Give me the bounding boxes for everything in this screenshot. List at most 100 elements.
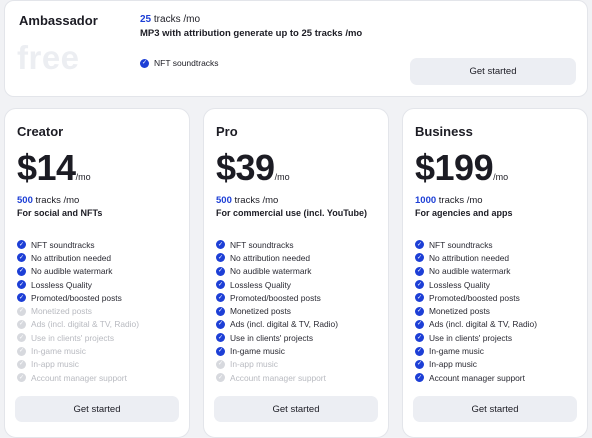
- plan-feature-item: ✓ Ads (incl. digital & TV, Radio): [415, 318, 537, 331]
- plan-tracks-quota: 1000 tracks /mo: [415, 195, 483, 206]
- check-circle-icon: ✓: [216, 293, 225, 303]
- plan-feature-label: Account manager support: [31, 372, 127, 383]
- check-circle-icon: ✓: [17, 253, 26, 263]
- business-plan-card: Business $199/mo 1000 tracks /mo For age…: [402, 108, 588, 438]
- check-circle-icon: ✓: [216, 306, 225, 316]
- plan-tracks-quota: 500 tracks /mo: [17, 195, 79, 206]
- ambassador-plan-description: MP3 with attribution generate up to 25 t…: [140, 28, 363, 39]
- plan-feature-label: Ads (incl. digital & TV, Radio): [230, 319, 338, 330]
- plan-tracks-quota: 500 tracks /mo: [216, 195, 278, 206]
- check-circle-icon: ✓: [415, 306, 424, 316]
- plan-feature-item: ✓ No audible watermark: [17, 265, 139, 278]
- plan-feature-item: ✓ Use in clients' projects: [216, 331, 338, 344]
- plan-feature-label: Account manager support: [429, 372, 525, 383]
- ambassador-get-started-button[interactable]: Get started: [410, 58, 576, 85]
- plan-feature-label: No audible watermark: [429, 266, 511, 277]
- plan-subtitle: For social and NFTs: [17, 208, 103, 218]
- ambassador-plan-title: Ambassador: [19, 13, 98, 28]
- plan-price: $14/mo: [17, 147, 91, 189]
- plan-tracks-count: 500: [216, 195, 232, 206]
- plan-feature-item: ✓ Monetized posts: [17, 304, 139, 317]
- check-circle-icon: ✓: [415, 240, 424, 250]
- check-circle-icon: ✓: [17, 280, 26, 290]
- creator-plan-card: Creator $14/mo 500 tracks /mo For social…: [4, 108, 190, 438]
- ambassador-tracks-quota: 25 tracks /mo: [140, 14, 200, 25]
- creator-get-started-button[interactable]: Get started: [15, 396, 179, 422]
- business-get-started-button[interactable]: Get started: [413, 396, 577, 422]
- plan-feature-list: ✓ NFT soundtracks ✓ No attribution needed ✓ N…: [17, 238, 139, 384]
- check-circle-icon: ✓: [17, 240, 26, 250]
- check-circle-icon: ✓: [17, 373, 26, 383]
- check-circle-icon: ✓: [216, 253, 225, 263]
- check-circle-icon: ✓: [216, 319, 225, 329]
- plan-price-period: /mo: [274, 172, 290, 182]
- plan-feature-item: ✓ No attribution needed: [216, 251, 338, 264]
- check-circle-icon: ✓: [216, 373, 225, 383]
- plan-price: $199/mo: [415, 147, 508, 189]
- plan-feature-label: No attribution needed: [230, 252, 311, 263]
- check-circle-icon: ✓: [216, 240, 225, 250]
- pro-get-started-button[interactable]: Get started: [214, 396, 378, 422]
- plan-feature-label: In-game music: [230, 346, 285, 357]
- plan-feature-list: ✓ NFT soundtracks ✓ No attribution needed ✓ N…: [415, 238, 537, 384]
- plan-price-amount: $39: [216, 147, 275, 188]
- check-circle-icon: ✓: [415, 359, 424, 369]
- plan-tracks-count: 500: [17, 195, 33, 206]
- plan-feature-label: No attribution needed: [31, 252, 112, 263]
- check-circle-icon: ✓: [415, 346, 424, 356]
- plan-feature-label: Use in clients' projects: [31, 332, 115, 343]
- plan-feature-label: Use in clients' projects: [230, 332, 314, 343]
- plan-feature-label: In-app music: [230, 359, 278, 370]
- plan-feature-item: ✓ Account manager support: [17, 371, 139, 384]
- plan-feature-item: ✓ NFT soundtracks: [17, 238, 139, 251]
- plan-feature-item: ✓ In-app music: [415, 358, 537, 371]
- plan-subtitle: For commercial use (incl. YouTube): [216, 208, 368, 218]
- check-circle-icon: ✓: [17, 359, 26, 369]
- plan-feature-item: ✓ NFT soundtracks: [216, 238, 338, 251]
- plan-feature-item: ✓ In-game music: [17, 344, 139, 357]
- plan-feature-item: ✓ Use in clients' projects: [415, 331, 537, 344]
- plan-title: Pro: [216, 124, 238, 139]
- plan-feature-item: ✓ No attribution needed: [415, 251, 537, 264]
- plan-feature-item: ✓ Promoted/boosted posts: [17, 291, 139, 304]
- ambassador-plan-card: Ambassador free 25 tracks /mo MP3 with a…: [4, 0, 588, 97]
- plan-feature-item: ✓ In-app music: [17, 358, 139, 371]
- ambassador-feature-item: ✓ NFT soundtracks: [140, 58, 219, 68]
- plan-title: Creator: [17, 124, 64, 139]
- check-circle-icon: ✓: [415, 373, 424, 383]
- plan-feature-label: Use in clients' projects: [429, 332, 513, 343]
- plan-price-period: /mo: [75, 172, 91, 182]
- plan-feature-item: ✓ No attribution needed: [17, 251, 139, 264]
- plan-feature-item: ✓ Lossless Quality: [17, 278, 139, 291]
- plan-feature-label: No audible watermark: [31, 266, 113, 277]
- check-circle-icon: ✓: [17, 266, 26, 276]
- check-circle-icon: ✓: [17, 319, 26, 329]
- check-circle-icon: ✓: [415, 280, 424, 290]
- plan-feature-label: In-app music: [429, 359, 477, 370]
- plan-feature-label: Lossless Quality: [230, 279, 291, 290]
- check-circle-icon: ✓: [17, 333, 26, 343]
- plan-subtitle: For agencies and apps: [415, 208, 513, 218]
- plan-feature-item: ✓ Account manager support: [415, 371, 537, 384]
- pro-plan-card: Pro $39/mo 500 tracks /mo For commercial…: [203, 108, 389, 438]
- plan-feature-label: NFT soundtracks: [429, 239, 493, 250]
- check-circle-icon: ✓: [216, 359, 225, 369]
- plan-feature-item: ✓ Promoted/boosted posts: [216, 291, 338, 304]
- ambassador-tracks-count: 25: [140, 14, 152, 25]
- plan-tracks-count: 1000: [415, 195, 437, 206]
- check-circle-icon: ✓: [415, 253, 424, 263]
- ambassador-feature-label: NFT soundtracks: [154, 58, 219, 68]
- plan-tracks-unit: tracks /mo: [438, 195, 483, 206]
- plan-price-amount: $199: [415, 147, 494, 188]
- plan-feature-item: ✓ Lossless Quality: [415, 278, 537, 291]
- plan-feature-label: Promoted/boosted posts: [31, 292, 122, 303]
- plan-feature-item: ✓ In-app music: [216, 358, 338, 371]
- plan-feature-label: Ads (incl. digital & TV, Radio): [429, 319, 537, 330]
- plan-feature-label: In-game music: [429, 346, 484, 357]
- check-circle-icon: ✓: [415, 266, 424, 276]
- plan-feature-label: NFT soundtracks: [230, 239, 294, 250]
- plan-feature-item: ✓ NFT soundtracks: [415, 238, 537, 251]
- plan-feature-list: ✓ NFT soundtracks ✓ No attribution needed ✓ N…: [216, 238, 338, 384]
- plan-feature-label: In-game music: [31, 346, 86, 357]
- ambassador-plan-price: free: [17, 39, 80, 76]
